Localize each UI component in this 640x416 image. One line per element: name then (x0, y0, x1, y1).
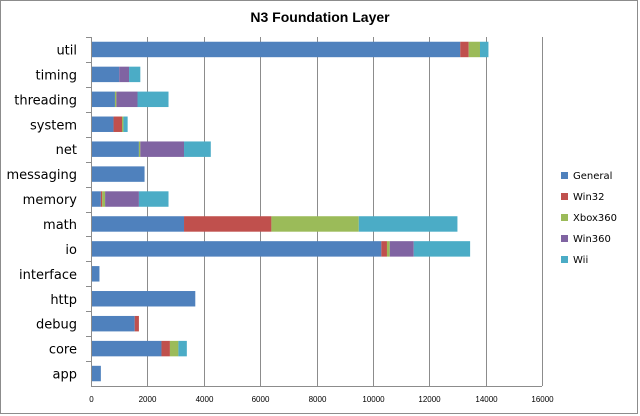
category-label: util (56, 43, 77, 58)
bar-segment-xbox360 (114, 91, 117, 108)
bar-segment-general (91, 41, 461, 58)
bar-segment-general (91, 166, 145, 182)
x-tick-label: 10000 (362, 395, 385, 404)
bar-segment-win32 (184, 216, 272, 232)
bar-segment-win360 (140, 141, 185, 157)
bar-segment-win32 (100, 191, 103, 207)
bar-segment-general (91, 315, 135, 332)
bar-segment-general (91, 66, 120, 83)
bar-segment-xbox360 (169, 340, 179, 357)
category-label: http (50, 293, 77, 308)
bar-segment-general (91, 116, 114, 132)
bar-segment-win360 (116, 91, 138, 108)
x-tick-label: 16000 (531, 395, 554, 404)
legend-label: Win360 (573, 234, 611, 245)
category-label: math (43, 218, 77, 233)
bar-segment-win360 (105, 191, 139, 207)
x-tick-label: 12000 (418, 395, 441, 404)
bar-segment-general (91, 266, 100, 282)
category-label: app (53, 368, 77, 383)
bar-segment-win32 (113, 116, 123, 132)
grid-lines (91, 37, 543, 386)
bar-segment-win32 (381, 241, 387, 257)
x-tick-label: 14000 (475, 395, 498, 404)
legend-swatch (561, 193, 568, 200)
bar-segment-wii (413, 241, 471, 257)
bar-segment-wii (137, 91, 169, 108)
bar-segment-wii (184, 141, 211, 157)
legend-swatch (561, 172, 568, 179)
bar-segment-general (91, 91, 115, 108)
category-label: messaging (6, 168, 77, 183)
bar-segment-xbox360 (102, 191, 106, 207)
category-label: interface (19, 268, 77, 283)
category-label: threading (14, 93, 77, 108)
category-label: core (49, 343, 77, 358)
bar-segment-win32 (161, 340, 170, 357)
bar-segment-win360 (389, 241, 414, 257)
legend-label: General (573, 171, 612, 182)
x-tick-label: 2000 (139, 395, 157, 404)
legend-label: Xbox360 (573, 213, 617, 224)
legend: General Win32 Xbox360 Win360 Wii (561, 171, 617, 266)
bar-segment-xbox360 (468, 41, 480, 58)
bars (91, 41, 489, 382)
bar-segment-xbox360 (138, 141, 141, 157)
bar-segment-wii (138, 191, 169, 207)
bar-segment-general (91, 216, 185, 232)
legend-swatch (561, 256, 568, 263)
bar-segment-general (91, 191, 101, 207)
bar-segment-wii (129, 66, 141, 83)
bar-segment-general (91, 365, 101, 382)
category-label: net (56, 143, 77, 158)
bar-segment-general (91, 291, 196, 307)
category-label: timing (36, 68, 77, 83)
bar-segment-xbox360 (271, 216, 359, 232)
chart-title: N3 Foundation Layer (250, 9, 390, 25)
bar-segment-xbox360 (386, 241, 390, 257)
legend-label: Win32 (573, 192, 605, 203)
bar-segment-wii (123, 116, 128, 132)
bar-segment-general (91, 241, 382, 257)
category-label: io (65, 243, 77, 258)
legend-swatch (561, 235, 568, 242)
bar-segment-wii (358, 216, 458, 232)
x-tick-label: 4000 (196, 395, 214, 404)
x-tick-label: 6000 (252, 395, 270, 404)
x-tick-label: 8000 (309, 395, 327, 404)
bar-segment-win32 (134, 315, 139, 332)
legend-swatch (561, 214, 568, 221)
category-label: memory (23, 193, 78, 208)
x-tick-label: 0 (89, 395, 94, 404)
bar-segment-general (91, 340, 162, 357)
bar-segment-general (91, 141, 139, 157)
bar-segment-wii (178, 340, 187, 357)
category-label: debug (36, 318, 77, 333)
bar-segment-wii (479, 41, 489, 58)
bar-segment-win360 (119, 66, 130, 83)
bar-segment-win32 (460, 41, 469, 58)
axes: 0 2000 4000 6000 8000 10000 12000 14000 16000 uti… (6, 37, 554, 404)
category-label: system (30, 118, 77, 133)
bar-segment-xbox360 (122, 116, 124, 132)
legend-label: Wii (573, 255, 588, 266)
